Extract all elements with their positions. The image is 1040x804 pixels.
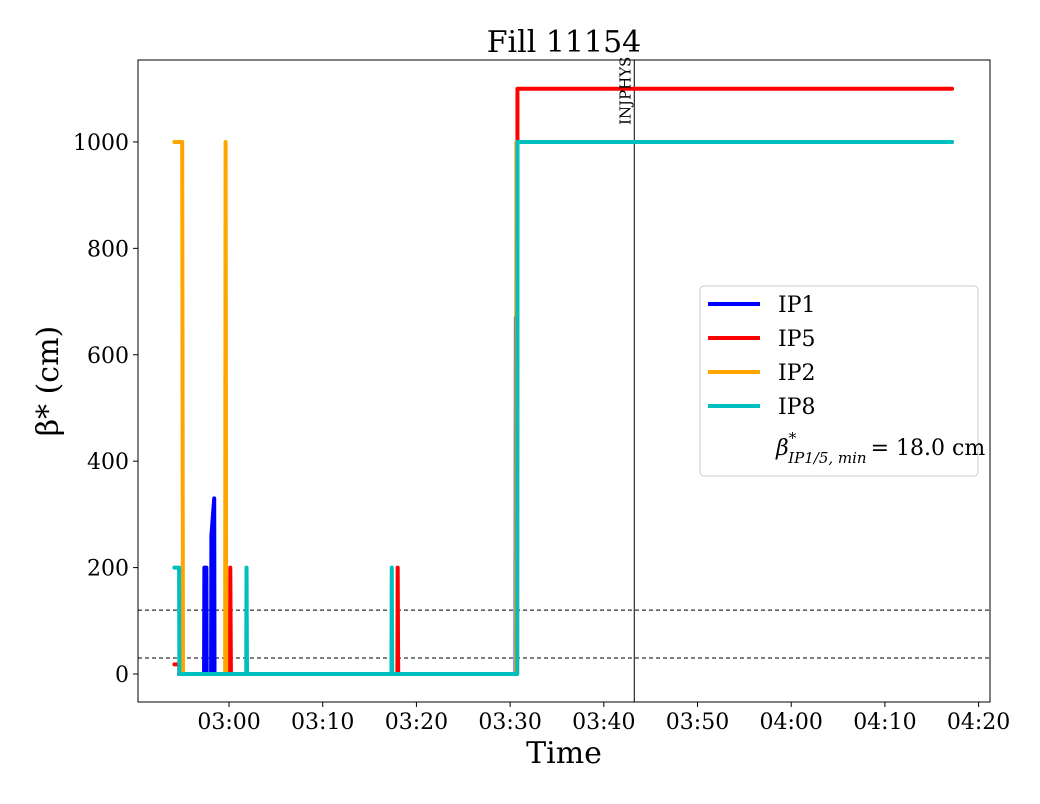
y-tick-label: 1000: [73, 131, 129, 156]
x-tick-label: 03:40: [572, 710, 635, 735]
x-tick-label: 04:10: [853, 710, 916, 735]
y-tick-label: 600: [87, 344, 129, 369]
y-tick-label: 400: [87, 450, 129, 475]
x-tick-label: 03:50: [666, 710, 729, 735]
legend-label-beta-min: β* IP1/5, min = 18.0 cm: [775, 429, 985, 467]
legend-label-ip5: IP5: [778, 327, 816, 352]
x-axis-label: Time: [526, 736, 602, 771]
legend-box: [699, 285, 979, 477]
y-tick-label: 200: [87, 557, 129, 582]
x-tick-label: 03:00: [197, 710, 260, 735]
y-tick-label: 0: [115, 663, 129, 688]
chart-title: Fill 11154: [487, 25, 642, 60]
x-tick-label: 03:30: [478, 710, 541, 735]
x-tick-label: 03:10: [291, 710, 354, 735]
legend-label-ip1: IP1: [778, 293, 816, 318]
legend-label-ip8: IP8: [778, 395, 816, 420]
legend: IP1 IP5 IP2 IP8 β* IP1/5, min = 18.0 cm: [699, 285, 985, 477]
x-tick-label: 03:20: [385, 710, 448, 735]
series-ip8: [172, 139, 955, 677]
x-tick-label: 04:20: [947, 710, 1010, 735]
legend-label-ip2: IP2: [778, 361, 816, 386]
y-tick-label: 800: [87, 237, 129, 262]
y-axis-label: β* (cm): [31, 326, 66, 437]
plot-frame: [137, 59, 991, 703]
x-tick-label: 04:00: [760, 710, 823, 735]
vline-label: INJPHYS: [616, 57, 634, 125]
